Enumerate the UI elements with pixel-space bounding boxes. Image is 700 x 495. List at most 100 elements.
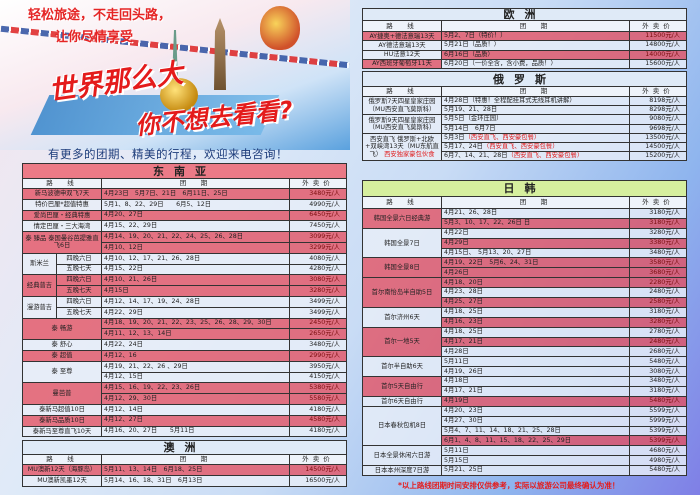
table-row[interactable]: 特价巴厘*超值特惠 5月1、8、22、29日 6月5、12日 4990元/人 [22,198,347,211]
dates-text: 4月22日 [444,229,469,237]
price: 3280元/人 [628,316,688,328]
table-row[interactable]: 韩国全景六日经典游 4月21、26、28日 3180元/人 [362,208,688,229]
departure-dates: 4月27、30日 [441,415,630,427]
route-sub-option: 四晚六日 [56,252,102,265]
table-row[interactable]: 泰 舒心 4月22、24日 3480元/人 [22,339,347,351]
departure-dates: 4月10、12日 [101,241,290,254]
table-row[interactable]: MU澳新凯墨12天 5月14、16、18、31日 6月13日 16500元/人 [22,475,348,487]
table-row[interactable]: 4月12、15日 4150元/人 [23,371,347,384]
dates-text: 4月16、20、27日 5月11日 [104,427,195,435]
section-title: 澳洲 [21,440,348,455]
section-title: 东南亚 [22,163,347,179]
table-row[interactable]: 首尔半自助6天 5月11日 5480元/人 [362,356,688,378]
table-row[interactable]: 韩国全景7日 4月22日 3280元/人 [362,227,688,259]
route-label: 曼芭普 [52,390,72,398]
route-label: 泰新马超值10日 [39,406,85,414]
table-row[interactable]: 泰新马至尊直飞10天 4月16、20、27日 5月11日 4180元/人 [22,425,347,438]
dates-header: 团 期 [101,178,290,189]
table-row[interactable]: 5月14日 6月7日 9698元/人 [363,123,688,134]
table-row[interactable]: 曼芭普 4月15、16、19、22、23、26日 5380元/人 [22,382,347,405]
table-row[interactable]: 泰新马超值10日 4月12、14日 4180元/人 [22,403,347,416]
price: 9698元/人 [628,123,688,134]
table-row[interactable]: 日本全景休闲六日游 5月11日 4680元/人 [362,445,688,467]
table-row[interactable]: 五晚七天 4月15日 3280元/人 [23,285,347,297]
footnote: *以上路线团期时间安排仅供参考，实际以旅游公司最终确认为准！ [398,481,620,490]
table-row[interactable]: 新马波德申双飞7天 4月23日 5月7日、21日 6月11日、25日 3480元/人 [22,188,347,200]
table-row[interactable]: 情定巴厘・三大海湾 4月15、22、29日 7450元/人 [22,220,347,233]
dates-text: 4月15、22日 [104,265,143,273]
route-label: 韩国全景六日经典游 [373,214,431,222]
route-label: 西安直飞 俄罗斯+北欧+双峡湾13天（MU东航直飞） [365,136,439,158]
table-row[interactable]: 泰 臻品 泰国曼谷芭提雅直飞6日 4月14、19、20、21、22、24、25、2… [22,231,347,254]
table-row[interactable]: 泰 至尊 4月19、21、22、26 、29日 3950元/人 [22,360,347,384]
dates-text: 4月26日 [444,268,469,276]
section-title: 日韩 [361,180,688,197]
table-row[interactable]: 首尔济州6天 4月18、25日 3180元/人 [362,306,688,328]
table-row[interactable]: 俄罗斯7天四星皇家庄园（MU西安直飞莫斯科） 4月28日（特惠！全程配挂耳式无线耳… [362,95,688,116]
table-row[interactable]: AY捷奥+德法意瑞13天 5月2、7日（特价！） 11500元/人 [362,30,688,42]
route-sub-option: 五晚七天 [56,285,102,297]
route-name: 日本本州深度7日游 [362,465,442,477]
dates-text: 5月11日 [444,446,469,454]
departure-dates: 4月12、16 [101,349,290,362]
dates-text: 5月21、25日 [444,466,483,474]
dates-text: 4月10、21、26日 [104,276,158,284]
dates-text: 4月18、20日 [444,278,483,286]
route-name: 日本春秋包机8日 [362,405,442,447]
route-label: 泰新马品质10日 [39,417,85,425]
table-row[interactable]: 韩国全景8日 4月19、22日 5月6、24、31日 3580元/人 [362,257,688,279]
price: 4990元/人 [289,198,347,211]
table-row[interactable]: 日本春秋包机8日 4月20、23日 5599元/人 [362,405,688,447]
table-row[interactable]: 首尔6天自由行 4月19日 5480元/人 [362,395,688,407]
table-row[interactable]: 五晚七天 4月15、22日 4280元/人 [23,263,347,276]
table-row[interactable]: MU澳新12天（海豚岛） 5月11、13、14日 6月18、25日 14500元/人 [22,464,348,476]
price: 4180元/人 [289,403,347,416]
table-row[interactable]: HU法意12天 6月16日（品质） 14000元/人 [362,49,688,60]
departure-dates: 4月20、23日 [441,405,630,417]
dates-text: 6月7、14、21、28日 [444,152,508,160]
price-header: 外卖价 [628,20,688,32]
table-row[interactable]: 首尔一地5天 4月18、25日 2780元/人 [362,326,688,358]
route-name: 情定巴厘・三大海湾 [22,220,102,233]
departure-dates: 4月18、25日 [441,326,630,338]
dates-text: 4月14、19、20、21、22、24、25、26、28日 [104,232,244,240]
dates-text: 4月22、29日 [104,308,143,316]
table-row[interactable]: 首尔5天自由行 4月18日 3480元/人 [362,376,688,397]
dates-text: 4月18、25日 [444,308,483,316]
dates-text: 4月12、29、30日 [104,394,158,402]
table-row[interactable]: 首尔南怡岛半自助5日 4月18、20日 2280元/人 [362,277,688,308]
price: 3480元/人 [289,339,347,351]
departure-dates: 4月12、14日 [101,403,290,416]
table-row[interactable]: AY西班牙葡萄牙11天 6月20日（一价全含，含小费，品质！） 15600元/人 [362,58,688,70]
table-row[interactable]: 泰新马品质10日 4月12、27日 4580元/人 [22,414,347,427]
table-row[interactable]: 6月7、14、21、28日（西安直飞、西安豪包餐） 15200元/人 [363,151,688,162]
price: 3299元/人 [289,241,347,254]
table-row[interactable]: 漫游普吉 四晚六日 4月12、14、17、19、24、28日 3499元/人 [22,295,347,319]
slogan-line-2: 让你尽情享受 [55,30,134,45]
table-row[interactable]: 泰 超值 4月12、16 2990元/人 [22,349,347,362]
dates-text: 6月1、4、8、11、15、18、22、25、29日 [444,436,572,444]
departure-dates: 4月15日、 5月13、20、27日 [441,247,630,259]
table-row[interactable]: 五晚七天 4月22、29日 3499元/人 [23,306,347,319]
price: 8298元/人 [628,105,688,116]
table-row[interactable]: 日本本州深度7日游 5月21、25日 5480元/人 [362,465,688,477]
departure-dates: 4月26日 [441,267,630,279]
price: 16500元/人 [288,475,348,487]
table-row[interactable]: 斯米兰 四晚六日 4月10、12、17、21、26、28日 4080元/人 [22,252,347,276]
table-row[interactable]: 西安直飞 俄罗斯+北欧+双峡湾13天（MU东航直飞） 西安独家豪包伙食 5月3日（… [362,132,688,162]
table-row[interactable]: 俄罗斯9天四星皇家庄园（MU西安直飞莫斯科） 5月5日（金环庄园） 9080元/人 [362,114,688,134]
dates-text: 4月20、27日 [104,211,143,219]
table-row[interactable]: 爱尚巴厘・经典特惠 4月20、27日 6450元/人 [22,209,347,222]
table-row[interactable]: 经典普吉 四晚六日 4月10、21、26日 3080元/人 [22,274,347,297]
table-row[interactable]: AY德法意瑞13天 5月21日（品质！） 14800元/人 [362,40,688,51]
price: 3480元/人 [289,188,347,200]
table-row[interactable]: 4月10、12日 3299元/人 [23,241,347,254]
table-row[interactable]: 泰 畅游 4月18、19、20、21、22、23、25、26、28、29、30日 2… [22,317,347,341]
russia-table: 俄罗斯路 线团 期外卖价 俄罗斯7天四星皇家庄园（MU西安直飞莫斯科） 4月28日（… [361,71,688,162]
dates-text: 5月3日 [444,133,465,141]
route-name: AY捷奥+德法意瑞13天 [362,30,442,42]
route-name: 俄罗斯7天四星皇家庄园（MU西安直飞莫斯科） [362,95,442,116]
departure-dates: 4月28日 [441,346,630,358]
table-row[interactable]: 5月17、24日（西安直飞、西安豪包餐） 14500元/人 [363,141,688,153]
route-name: 韩国全景六日经典游 [362,208,442,229]
